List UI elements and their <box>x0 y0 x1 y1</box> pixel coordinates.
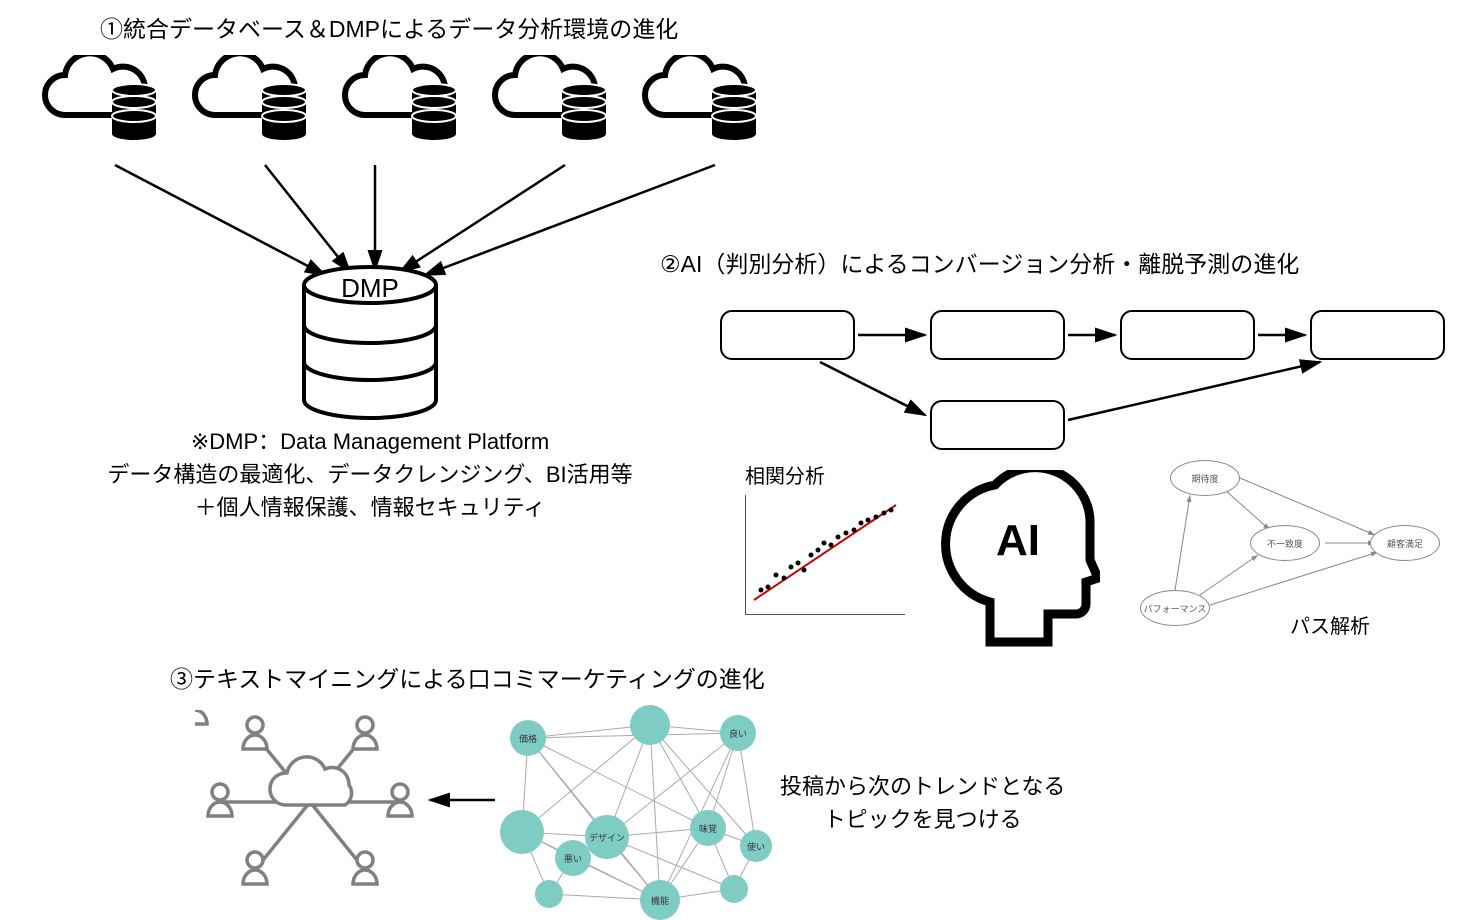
tm-node-2: 良い <box>720 715 756 751</box>
path-node-3: 顧客満足 <box>1370 525 1440 561</box>
tm-node-0: 価格 <box>510 720 546 756</box>
svg-text:AI: AI <box>996 516 1040 565</box>
tm-node-8 <box>535 880 563 908</box>
tm-node-9: 機能 <box>640 880 680 920</box>
tm-node-3 <box>500 810 544 854</box>
caption-line1: 投稿から次のトレンドとなる <box>780 770 1065 803</box>
section3-caption: 投稿から次のトレンドとなる トピックを見つける <box>780 770 1065 836</box>
tm-node-6: 味覚 <box>690 810 726 846</box>
tm-node-7: 使い <box>740 830 772 862</box>
path-node-2: 不一致度 <box>1250 525 1320 561</box>
tm-node-10 <box>720 875 748 903</box>
path-analysis-label: パス解析 <box>1290 610 1370 639</box>
path-node-1: 期待度 <box>1170 460 1240 496</box>
textmining-network: 価格 良い デザイン 悪い 味覚 使い 機能 <box>490 700 760 905</box>
tm-node-1 <box>630 705 670 745</box>
caption-line2: トピックを見つける <box>780 803 1065 836</box>
path-node-4: パフォーマンス <box>1140 590 1210 626</box>
ai-head-icon: AI <box>940 470 1100 655</box>
tm-node-4: デザイン <box>585 815 629 859</box>
tm-node-5: 悪い <box>555 840 591 876</box>
